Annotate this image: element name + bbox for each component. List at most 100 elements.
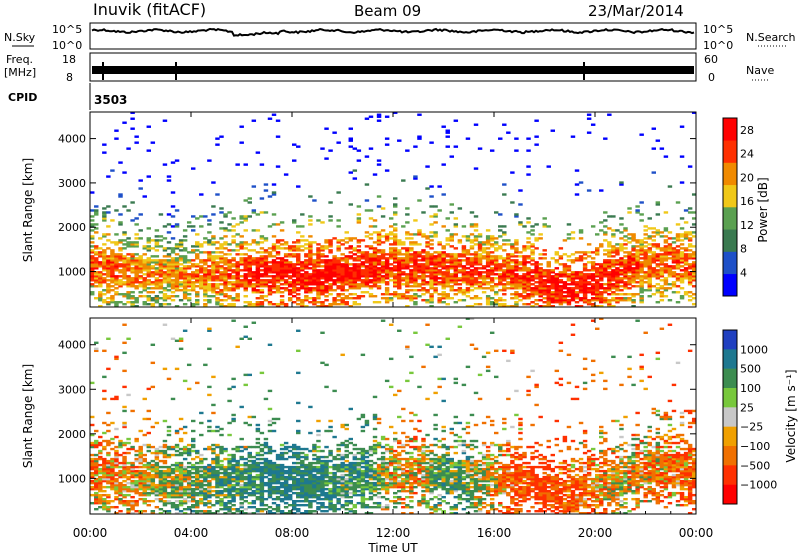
data-cell — [376, 287, 382, 290]
data-cell — [239, 263, 244, 266]
data-cell — [619, 223, 624, 226]
data-cell — [384, 277, 390, 280]
data-cell — [562, 285, 568, 288]
data-cell — [607, 241, 612, 244]
data-cell — [679, 233, 685, 236]
data-cell — [231, 479, 236, 483]
data-cell — [494, 243, 499, 246]
data-cell — [405, 295, 410, 298]
data-cell — [506, 275, 511, 278]
data-cell — [453, 283, 459, 286]
data-cell — [671, 249, 677, 252]
data-cell — [384, 235, 390, 238]
data-cell — [304, 271, 309, 274]
data-cell — [263, 451, 269, 455]
data-cell — [514, 251, 519, 254]
data-cell — [126, 283, 131, 286]
data-cell — [142, 489, 147, 493]
cpid-value: 3503 — [94, 93, 127, 107]
data-cell — [473, 255, 479, 258]
data-cell — [397, 275, 402, 278]
data-cell — [211, 461, 216, 465]
data-cell — [348, 269, 353, 272]
data-cell — [437, 261, 442, 264]
data-cell — [675, 263, 681, 266]
data-cell — [239, 487, 244, 491]
power-cbar-tick: 24 — [740, 148, 754, 161]
data-cell — [429, 269, 434, 272]
data-cell — [409, 257, 414, 260]
data-cell — [449, 277, 454, 280]
data-cell — [243, 199, 248, 202]
data-cell — [546, 287, 551, 290]
data-cell — [328, 279, 333, 282]
data-cell — [142, 479, 147, 483]
data-cell — [223, 267, 228, 270]
data-cell — [336, 225, 341, 228]
data-cell — [275, 481, 281, 485]
data-cell — [142, 269, 147, 272]
data-cell — [102, 213, 107, 216]
data-cell — [259, 285, 265, 288]
data-cell — [534, 293, 539, 296]
data-cell — [255, 429, 261, 433]
freq-frame — [89, 52, 697, 82]
data-cell — [364, 245, 370, 248]
data-cell — [328, 275, 333, 278]
data-cell — [308, 195, 313, 198]
data-cell — [405, 275, 410, 278]
data-cell — [368, 225, 374, 228]
data-cell — [279, 301, 285, 304]
data-cell — [94, 265, 99, 268]
data-cell — [663, 155, 669, 158]
data-cell — [481, 283, 487, 286]
data-cell — [316, 305, 321, 308]
data-cell — [522, 303, 527, 306]
data-cell — [425, 301, 430, 304]
data-cell — [679, 251, 685, 254]
data-cell — [283, 261, 289, 264]
data-cell — [550, 277, 555, 280]
data-cell — [126, 301, 131, 304]
data-cell — [106, 507, 111, 511]
data-cell — [102, 501, 107, 505]
data-cell — [174, 483, 180, 487]
data-cell — [90, 441, 95, 445]
data-cell — [675, 277, 681, 280]
data-cell — [607, 275, 612, 278]
data-cell — [178, 461, 184, 465]
data-cell — [489, 261, 495, 264]
data-cell — [243, 383, 248, 387]
data-cell — [659, 285, 665, 288]
data-cell — [271, 477, 277, 481]
data-cell — [146, 463, 151, 467]
data-cell — [671, 261, 677, 264]
data-cell — [98, 263, 103, 266]
power-cbar-swatch — [723, 140, 737, 163]
data-cell — [659, 147, 665, 150]
data-cell — [118, 223, 123, 226]
data-cell — [98, 495, 103, 499]
data-cell — [174, 339, 180, 342]
data-cell — [102, 215, 107, 218]
data-cell — [231, 217, 236, 220]
data-cell — [494, 277, 499, 280]
data-cell — [138, 451, 143, 455]
data-cell — [122, 443, 127, 447]
data-cell — [203, 491, 208, 495]
data-cell — [150, 509, 156, 513]
data-cell — [413, 175, 418, 178]
data-cell — [207, 509, 212, 513]
data-cell — [134, 439, 139, 443]
data-cell — [203, 483, 208, 487]
data-cell — [118, 279, 123, 282]
data-cell — [174, 469, 180, 473]
data-cell — [671, 275, 677, 278]
data-cell — [150, 275, 156, 278]
data-cell — [429, 243, 434, 246]
data-cell — [170, 273, 176, 276]
data-cell — [554, 297, 560, 300]
data-cell — [162, 469, 168, 473]
data-cell — [247, 477, 252, 481]
data-cell — [489, 243, 495, 246]
